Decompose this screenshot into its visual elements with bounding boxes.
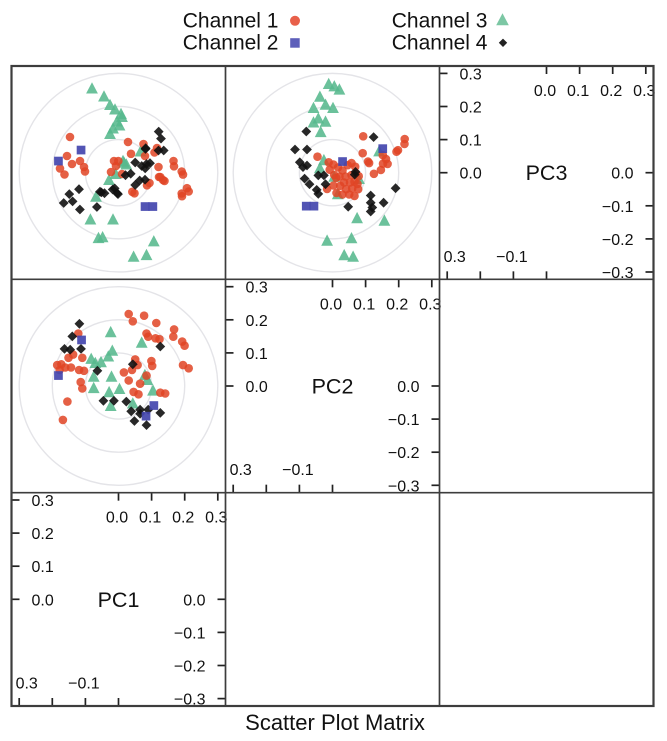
- svg-text:−0.3: −0.3: [602, 265, 634, 282]
- svg-text:0.2: 0.2: [32, 526, 54, 543]
- svg-text:0.1: 0.1: [353, 296, 375, 313]
- svg-text:Channel 2: Channel 2: [183, 32, 279, 55]
- svg-text:Channel 4: Channel 4: [392, 32, 488, 55]
- svg-text:−0.1: −0.1: [68, 676, 100, 693]
- svg-text:0.1: 0.1: [32, 559, 54, 576]
- svg-text:0.2: 0.2: [386, 296, 408, 313]
- svg-text:0.2: 0.2: [246, 313, 268, 330]
- svg-text:0.0: 0.0: [106, 510, 128, 527]
- svg-text:0.3: 0.3: [16, 676, 38, 693]
- svg-text:Channel 1: Channel 1: [183, 10, 279, 33]
- svg-text:0.2: 0.2: [172, 510, 194, 527]
- svg-text:−0.2: −0.2: [174, 659, 206, 676]
- svg-text:0.3: 0.3: [32, 493, 54, 510]
- svg-text:0.0: 0.0: [32, 592, 54, 609]
- svg-text:0.3: 0.3: [246, 280, 268, 297]
- svg-text:0.3: 0.3: [444, 249, 466, 266]
- svg-text:0.1: 0.1: [139, 510, 161, 527]
- svg-text:0.3: 0.3: [460, 66, 482, 83]
- svg-text:0.1: 0.1: [567, 83, 589, 100]
- svg-text:Channel 3: Channel 3: [392, 10, 488, 33]
- svg-text:0.0: 0.0: [460, 166, 482, 183]
- svg-text:0.3: 0.3: [419, 296, 441, 313]
- svg-text:0.0: 0.0: [534, 83, 556, 100]
- svg-text:0.0: 0.0: [397, 379, 419, 396]
- svg-text:0.3: 0.3: [205, 510, 227, 527]
- svg-text:0.0: 0.0: [320, 296, 342, 313]
- svg-text:−0.2: −0.2: [602, 232, 634, 249]
- svg-text:0.3: 0.3: [230, 462, 252, 479]
- svg-text:−0.1: −0.1: [282, 462, 314, 479]
- svg-text:PC3: PC3: [526, 161, 568, 185]
- svg-text:0.0: 0.0: [246, 379, 268, 396]
- svg-text:PC2: PC2: [312, 375, 354, 399]
- svg-text:PC1: PC1: [98, 588, 140, 612]
- svg-text:−0.2: −0.2: [388, 445, 420, 462]
- svg-text:Scatter Plot Matrix: Scatter Plot Matrix: [245, 710, 425, 735]
- svg-text:0.2: 0.2: [460, 100, 482, 117]
- svg-text:−0.1: −0.1: [174, 625, 206, 642]
- svg-text:0.0: 0.0: [183, 592, 205, 609]
- svg-text:−0.3: −0.3: [174, 692, 206, 709]
- svg-text:0.2: 0.2: [600, 83, 622, 100]
- svg-text:−0.1: −0.1: [388, 412, 420, 429]
- svg-text:0.3: 0.3: [633, 83, 655, 100]
- svg-text:0.1: 0.1: [246, 346, 268, 363]
- svg-text:−0.3: −0.3: [388, 478, 420, 495]
- svg-text:−0.1: −0.1: [602, 199, 634, 216]
- svg-text:−0.1: −0.1: [496, 249, 528, 266]
- svg-text:0.0: 0.0: [611, 166, 633, 183]
- svg-text:0.1: 0.1: [460, 133, 482, 150]
